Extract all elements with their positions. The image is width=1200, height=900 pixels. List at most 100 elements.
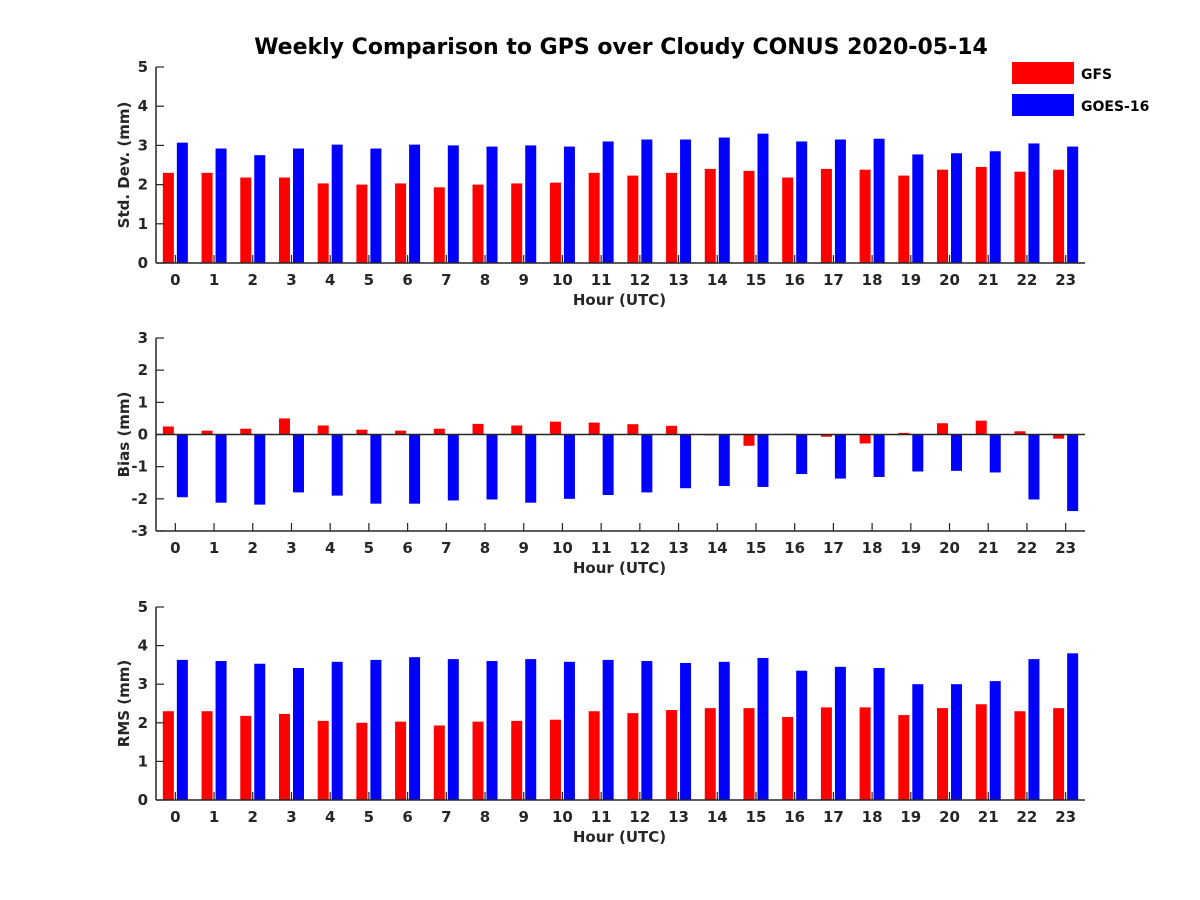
legend: GFS GOES-16 — [1012, 62, 1149, 116]
bar-gfs-hour-6 — [395, 430, 407, 435]
bar-goes16-hour-9 — [525, 659, 537, 800]
x-axis-label: Hour (UTC) — [573, 559, 666, 577]
bar-gfs-hour-17 — [820, 707, 832, 800]
bar-goes16-hour-11 — [602, 141, 614, 263]
x-tick-label: 10 — [552, 271, 573, 289]
bar-goes16-hour-20 — [951, 684, 963, 800]
bar-goes16-hour-12 — [641, 661, 653, 800]
x-tick-label: 4 — [325, 539, 335, 557]
bar-gfs-hour-23 — [1053, 708, 1065, 800]
bar-gfs-hour-5 — [356, 429, 368, 435]
bar-goes16-hour-11 — [602, 434, 614, 495]
y-tick-label: 3 — [138, 329, 148, 347]
x-tick-label: 17 — [823, 271, 844, 289]
bar-gfs-hour-8 — [472, 721, 484, 800]
x-tick-label: 6 — [402, 539, 412, 557]
x-tick-label: 15 — [746, 539, 767, 557]
bar-gfs-hour-22 — [1014, 171, 1026, 263]
x-tick-label: 19 — [900, 271, 921, 289]
bar-goes16-hour-9 — [525, 145, 537, 263]
x-tick-label: 7 — [441, 271, 451, 289]
bar-gfs-hour-18 — [859, 707, 871, 800]
x-tick-label: 5 — [364, 271, 374, 289]
bar-goes16-hour-10 — [563, 661, 575, 800]
x-tick-label: 11 — [591, 808, 612, 826]
bar-goes16-hour-4 — [331, 144, 343, 263]
bar-gfs-hour-20 — [937, 169, 949, 263]
bar-gfs-hour-0 — [162, 711, 174, 800]
bar-gfs-hour-1 — [201, 172, 213, 263]
x-tick-label: 17 — [823, 539, 844, 557]
bar-gfs-hour-13 — [666, 425, 678, 435]
y-tick-label: 2 — [138, 714, 148, 732]
legend-swatch-gfs — [1012, 62, 1074, 84]
bar-goes16-hour-8 — [486, 146, 498, 263]
x-tick-label: 15 — [746, 808, 767, 826]
bar-goes16-hour-22 — [1028, 434, 1040, 500]
bar-gfs-hour-11 — [588, 422, 600, 435]
x-tick-label: 9 — [519, 271, 529, 289]
bar-gfs-hour-2 — [240, 177, 252, 263]
bar-goes16-hour-15 — [757, 657, 769, 800]
bar-goes16-hour-10 — [563, 146, 575, 263]
bar-gfs-hour-15 — [743, 170, 755, 263]
y-tick-label: -1 — [131, 458, 148, 476]
bar-goes16-hour-4 — [331, 434, 343, 496]
x-tick-label: 0 — [170, 539, 180, 557]
x-tick-label: 8 — [480, 271, 490, 289]
y-tick-label: 1 — [138, 752, 148, 770]
y-axis-label: RMS (mm) — [115, 660, 133, 747]
x-tick-label: 2 — [248, 808, 258, 826]
x-tick-label: 8 — [480, 539, 490, 557]
x-tick-label: 4 — [325, 271, 335, 289]
bar-goes16-hour-13 — [680, 662, 692, 800]
bar-goes16-hour-2 — [254, 663, 266, 800]
x-tick-label: 3 — [286, 271, 296, 289]
bar-goes16-hour-17 — [834, 434, 846, 479]
x-tick-label: 16 — [784, 271, 805, 289]
bar-goes16-hour-16 — [796, 434, 808, 475]
x-tick-label: 13 — [668, 271, 689, 289]
bar-goes16-hour-16 — [796, 670, 808, 800]
bar-gfs-hour-0 — [162, 426, 174, 435]
bar-gfs-hour-3 — [278, 713, 290, 800]
bar-goes16-hour-16 — [796, 141, 808, 263]
x-tick-label: 21 — [978, 808, 999, 826]
x-tick-label: 7 — [441, 808, 451, 826]
bar-gfs-hour-14 — [704, 708, 716, 800]
x-tick-label: 3 — [286, 808, 296, 826]
x-tick-label: 10 — [552, 539, 573, 557]
bar-goes16-hour-19 — [912, 434, 924, 472]
bar-gfs-hour-3 — [278, 418, 290, 435]
bar-goes16-hour-20 — [951, 434, 963, 471]
x-tick-label: 2 — [248, 539, 258, 557]
x-tick-label: 11 — [591, 539, 612, 557]
x-tick-label: 1 — [209, 539, 219, 557]
bar-goes16-hour-19 — [912, 154, 924, 263]
bar-goes16-hour-0 — [176, 659, 188, 800]
bar-goes16-hour-7 — [447, 434, 459, 501]
x-axis-label: Hour (UTC) — [573, 828, 666, 846]
x-tick-label: 12 — [629, 539, 650, 557]
bar-goes16-hour-0 — [176, 434, 188, 498]
x-tick-label: 23 — [1055, 808, 1076, 826]
y-axis-label: Bias (mm) — [115, 392, 133, 478]
bar-goes16-hour-18 — [873, 667, 885, 800]
y-tick-label: 2 — [138, 176, 148, 194]
bar-gfs-hour-17 — [820, 434, 832, 437]
bar-goes16-hour-3 — [292, 667, 304, 800]
bar-goes16-hour-5 — [370, 148, 382, 263]
x-tick-label: 9 — [519, 539, 529, 557]
bar-goes16-hour-7 — [447, 659, 459, 800]
bar-goes16-hour-9 — [525, 434, 537, 503]
bar-gfs-hour-19 — [898, 175, 910, 263]
y-tick-label: 0 — [138, 426, 148, 444]
bar-gfs-hour-6 — [395, 721, 407, 800]
x-tick-label: 14 — [707, 271, 728, 289]
y-tick-label: 0 — [138, 254, 148, 272]
